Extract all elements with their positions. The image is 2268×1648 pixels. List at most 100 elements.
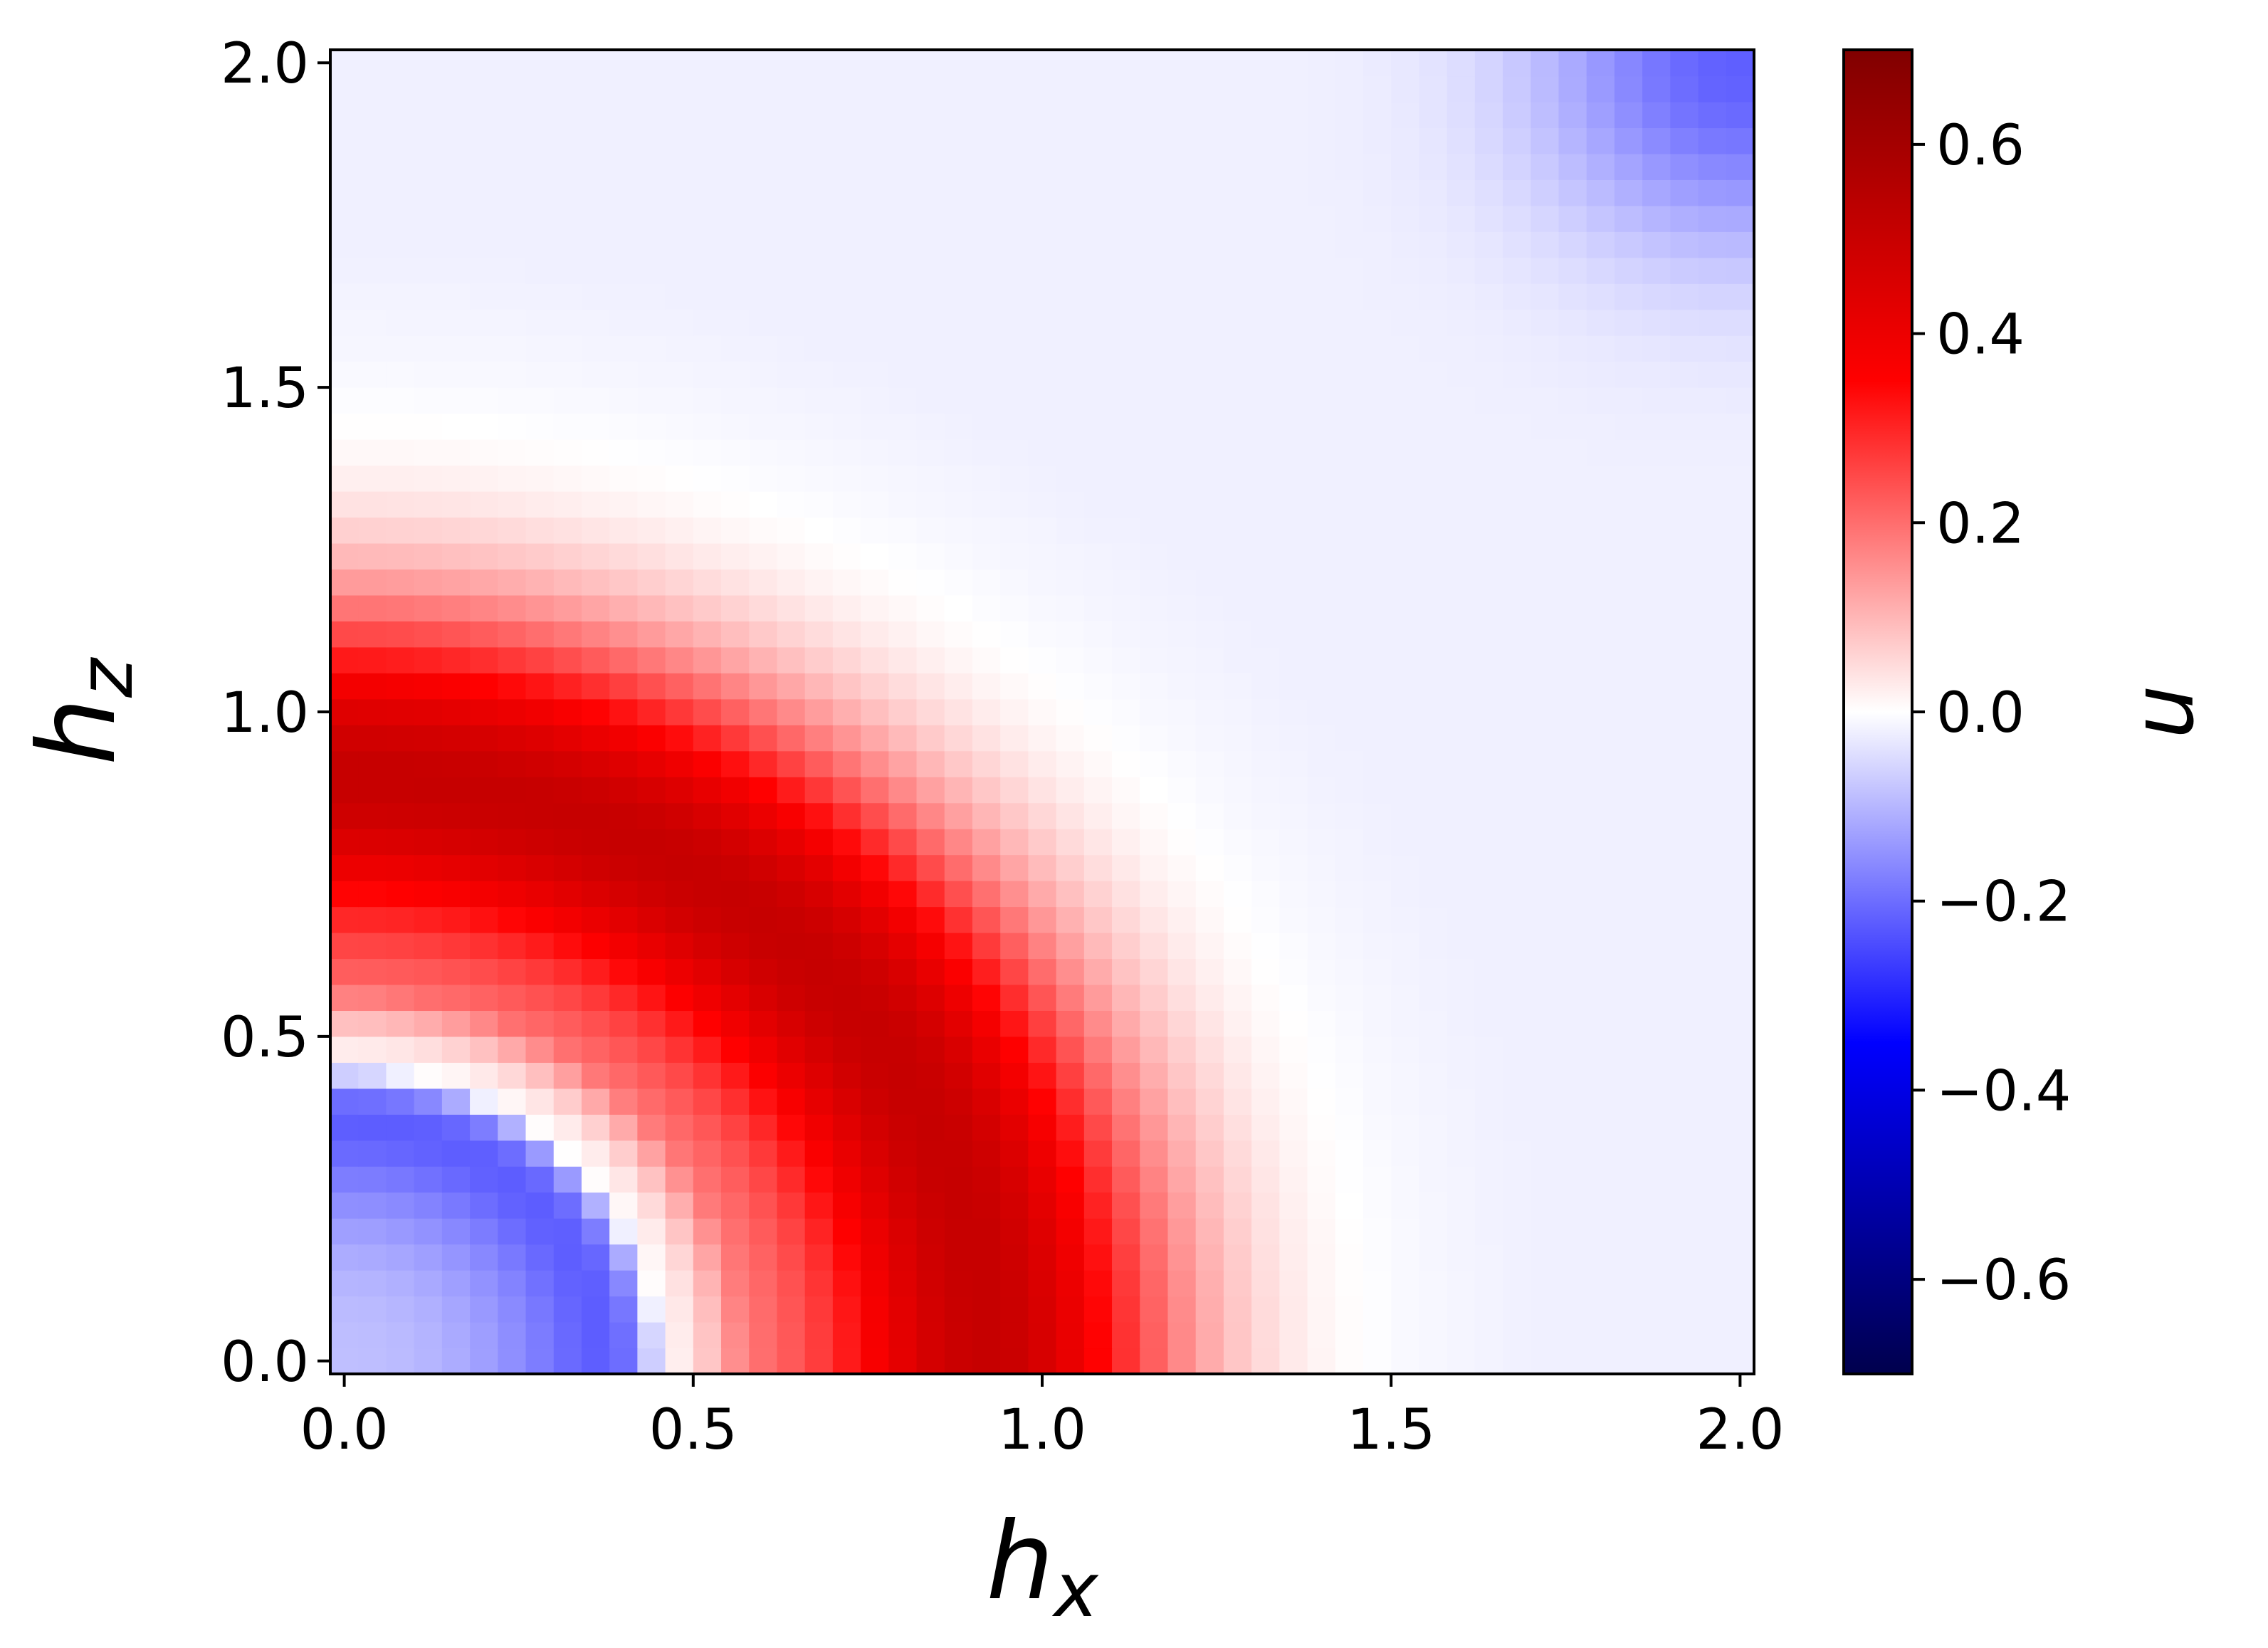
heatmap-cell	[832, 387, 861, 414]
heatmap-cell	[1028, 1192, 1057, 1219]
heatmap-cell	[498, 1218, 527, 1245]
heatmap-cell	[721, 75, 750, 103]
heatmap-cell	[693, 881, 722, 908]
heatmap-cell	[749, 594, 778, 621]
heatmap-cell	[1586, 50, 1615, 77]
heatmap-cell	[441, 829, 471, 856]
heatmap-cell	[330, 698, 359, 725]
heatmap-cell	[832, 283, 861, 310]
heatmap-cell	[1474, 673, 1503, 700]
heatmap-cell	[386, 283, 415, 310]
heatmap-cell	[1614, 854, 1643, 881]
heatmap-cell	[665, 1062, 694, 1089]
heatmap-cell	[1195, 906, 1224, 933]
heatmap-cell	[1503, 231, 1531, 258]
heatmap-cell	[1586, 1270, 1615, 1297]
heatmap-cell	[609, 309, 638, 336]
heatmap-cell	[1726, 621, 1755, 648]
heatmap-cell	[1223, 283, 1252, 310]
heatmap-cell	[330, 335, 359, 362]
heatmap-cell	[1112, 1010, 1140, 1037]
heatmap-cell	[386, 1036, 415, 1063]
heatmap-cell	[1083, 1244, 1113, 1271]
heatmap-cell	[1335, 1322, 1364, 1349]
heatmap-cell	[1279, 1244, 1308, 1271]
heatmap-cell	[1698, 517, 1727, 544]
heatmap-cell	[581, 698, 610, 725]
heatmap-cell	[1670, 1114, 1699, 1141]
heatmap-cell	[441, 413, 471, 440]
heatmap-cell	[804, 1036, 834, 1063]
heatmap-cell	[1474, 594, 1503, 621]
heatmap-cell	[1614, 75, 1643, 103]
heatmap-cell	[888, 205, 918, 232]
heatmap-cell	[1223, 1062, 1252, 1089]
heatmap-cell	[525, 829, 555, 856]
heatmap-cell	[1391, 594, 1420, 621]
heatmap-cell	[804, 127, 834, 154]
heatmap-cell	[386, 802, 415, 829]
heatmap-cell	[330, 50, 359, 77]
heatmap-cell	[470, 1296, 498, 1323]
heatmap-cell	[553, 958, 582, 985]
heatmap-cell	[1000, 933, 1029, 960]
heatmap-cell	[1223, 1192, 1252, 1219]
heatmap-cell	[916, 933, 945, 960]
heatmap-cell	[1279, 1218, 1308, 1245]
heatmap-cell	[972, 802, 1001, 829]
heatmap-cell	[944, 594, 973, 621]
heatmap-cell	[1558, 646, 1587, 673]
heatmap-cell	[1642, 881, 1671, 908]
heatmap-cell	[1112, 257, 1140, 284]
heatmap-cell	[721, 179, 750, 206]
heatmap-cell	[888, 309, 918, 336]
heatmap-cell	[1307, 127, 1336, 154]
heatmap-cell	[553, 829, 582, 856]
heatmap-cell	[1195, 1348, 1224, 1375]
heatmap-cell	[1391, 1322, 1420, 1349]
colorbar-tick-label: 0.6	[1936, 114, 2025, 178]
heatmap-cell	[1195, 1218, 1224, 1245]
heatmap-cell	[1335, 491, 1364, 518]
heatmap-cell	[1474, 387, 1503, 414]
heatmap-cell	[1726, 725, 1755, 752]
heatmap-cell	[1000, 1088, 1029, 1115]
heatmap-cell	[944, 1296, 973, 1323]
heatmap-cell	[1698, 309, 1727, 336]
heatmap-cell	[525, 802, 555, 829]
heatmap-cell	[1112, 50, 1140, 77]
heatmap-cell	[441, 1036, 471, 1063]
heatmap-cell	[1474, 1348, 1503, 1375]
heatmap-cell	[861, 1192, 889, 1219]
heatmap-cell	[414, 569, 443, 596]
heatmap-cell	[1558, 179, 1587, 206]
heatmap-cell	[470, 777, 498, 804]
heatmap-cell	[386, 1296, 415, 1323]
heatmap-cell	[1112, 179, 1140, 206]
heatmap-cell	[1195, 439, 1224, 466]
heatmap-cell	[1028, 439, 1057, 466]
heatmap-cell	[414, 673, 443, 700]
heatmap-cell	[1028, 361, 1057, 388]
heatmap-cell	[861, 933, 889, 960]
heatmap-cell	[414, 698, 443, 725]
heatmap-cell	[1419, 958, 1448, 985]
heatmap-cell	[1167, 1218, 1197, 1245]
heatmap-cell	[721, 50, 750, 77]
heatmap-cell	[1614, 50, 1643, 77]
heatmap-cell	[609, 594, 638, 621]
heatmap-cell	[1586, 881, 1615, 908]
heatmap-cell	[1531, 127, 1560, 154]
heatmap-cell	[1335, 205, 1364, 232]
heatmap-cell	[441, 101, 471, 129]
heatmap-cell	[637, 179, 666, 206]
heatmap-cell	[665, 1140, 694, 1167]
heatmap-cell	[1586, 75, 1615, 103]
heatmap-cell	[1391, 1036, 1420, 1063]
heatmap-cell	[861, 127, 889, 154]
heatmap-cell	[386, 1114, 415, 1141]
heatmap-cell	[1503, 777, 1531, 804]
heatmap-cell	[832, 465, 861, 492]
heatmap-cell	[1056, 984, 1085, 1012]
heatmap-cell	[1586, 1296, 1615, 1323]
